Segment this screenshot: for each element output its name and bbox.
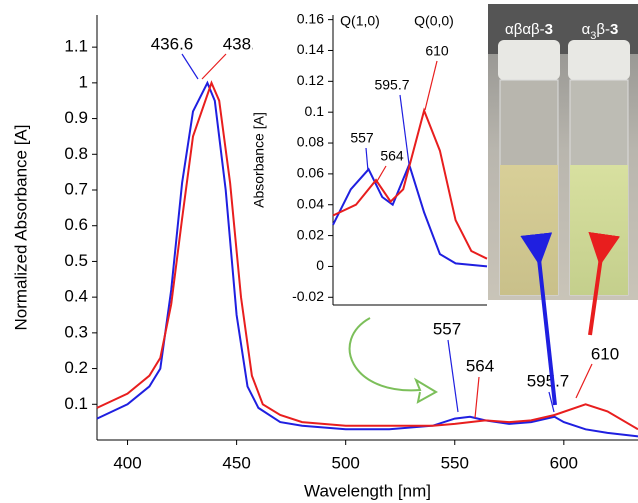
arrow [520,232,557,406]
cap [568,40,630,80]
curved-arrow [348,317,438,404]
y-tick-label: 0.3 [64,322,88,341]
leader-line [375,165,387,184]
photo-label: α3β-3 [582,21,619,42]
solution [500,165,558,295]
main-chart: 0.1 0.2 0.3 0.4 0.5 0.6 0.7 0.8 0.9 1 1.1 400 450 500… [11,15,638,500]
y-tick-label: 1 [79,72,88,91]
y-tick-label: 0.02 [297,226,324,242]
x-tick-label: 600 [550,453,578,472]
y-tick-label: 1.1 [64,37,88,56]
arrow [588,231,621,336]
leader-line [365,147,369,172]
leader-line [474,376,480,419]
label-part: 3 [590,30,596,42]
leader-line [548,391,555,413]
x-tick-label: 450 [222,453,250,472]
label-part: α [582,21,591,38]
series-line [332,161,488,268]
annotation: 610 [425,43,449,59]
leader-line [575,363,593,399]
inset-chart: -0.02 0 0.02 0.04 0.06 0.08 0.1 0.12 0.14 0.16 Abs… [251,5,488,315]
y-tick-label: 0.14 [297,41,324,57]
y-tick-label: 0.4 [64,287,88,306]
leader-line [424,60,438,111]
annotation: Q(1,0) [340,13,380,29]
photo: αβαβ-3 α3β-3 [488,4,638,300]
leader-line [201,53,227,80]
label-part: 3 [545,21,553,38]
series-line [96,80,638,431]
y-tick-label: 0.04 [297,195,324,211]
y-tick-label: 0.8 [64,144,88,163]
x-tick-label: 500 [331,453,359,472]
x-tick-label: 550 [441,453,469,472]
photo-label: αβαβ-3 [505,21,553,38]
y-tick-label: 0.2 [64,358,88,377]
y-tick-label: 0.08 [297,134,324,150]
label-part: β- [596,21,610,38]
y-tick-label: 0.7 [64,179,88,198]
y-tick-label: 0.16 [297,10,324,26]
cap [498,40,560,80]
y-tick-label: 0.1 [305,103,325,119]
leader-line [181,53,199,80]
y-tick-label: 0.12 [297,72,324,88]
annotation: 557 [350,130,374,146]
y-tick-label: 0 [316,257,324,273]
series-line [332,107,488,260]
y-tick-label: -0.02 [292,288,324,304]
leader-line [399,94,410,165]
label-part: 3 [610,21,618,38]
annotation: Q(0,0) [414,13,454,29]
x-tick-label: 400 [113,453,141,472]
y-tick-label: 0.1 [64,394,88,413]
y-tick-label: 0.6 [64,215,88,234]
annotation: 564 [466,356,494,375]
annotation: 557 [433,319,461,338]
y-tick-label: 0.06 [297,165,324,181]
y-axis-label: Normalized Absorbance [A] [11,125,30,331]
y-tick-label: 0.5 [64,251,88,270]
y-tick-label: 0.9 [64,108,88,127]
label-part: αβαβ- [505,21,545,38]
annotation: 595.7 [527,371,570,390]
annotation: 436.6 [151,34,194,53]
annotation: 610 [591,344,619,363]
annotation: 564 [380,148,404,164]
x-axis-label: Wavelength [nm] [304,481,431,500]
inset-background [253,5,487,315]
leader-line [447,339,459,413]
annotation: 595.7 [374,77,409,93]
series-line [96,80,638,438]
y-axis-label: Absorbance [A] [251,112,267,208]
